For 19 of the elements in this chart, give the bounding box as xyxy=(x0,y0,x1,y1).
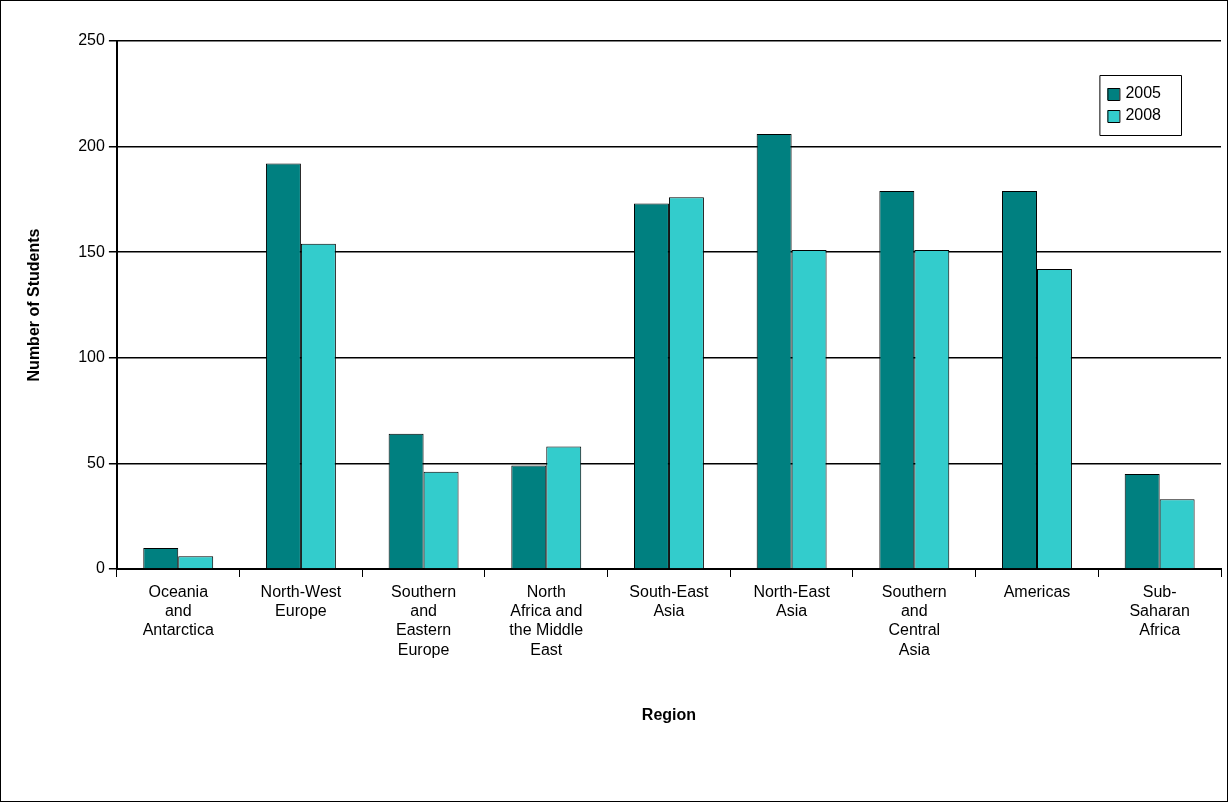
legend-label: 2008 xyxy=(1125,106,1162,124)
x-tick-label: North Africa and the Middle East xyxy=(509,583,584,658)
y-tick-label: 50 xyxy=(87,453,105,471)
x-tick-label: Southern and Eastern Europe xyxy=(391,583,457,658)
y-tick-label: 0 xyxy=(95,559,105,577)
x-tick-label: Americas xyxy=(1003,583,1071,601)
x-tick-label: South-East Asia xyxy=(629,583,710,620)
x-tick-label: North-East Asia xyxy=(753,583,831,620)
y-tick-label: 200 xyxy=(78,137,105,155)
x-tick-label: Southern and Central Asia xyxy=(881,583,947,658)
x-tick-label: Sub-Saharan Africa xyxy=(1129,583,1190,639)
y-tick-label: 100 xyxy=(78,348,105,366)
x-tick-label: Oceania and Antarctica xyxy=(142,583,214,639)
x-axis-title: Region xyxy=(641,705,697,723)
x-tick-label: North-West Europe xyxy=(260,583,342,620)
y-axis-title: Number of Students xyxy=(25,228,43,382)
y-tick-label: 250 xyxy=(78,31,105,49)
legend-label: 2005 xyxy=(1125,84,1162,102)
y-tick-label: 150 xyxy=(78,242,105,260)
